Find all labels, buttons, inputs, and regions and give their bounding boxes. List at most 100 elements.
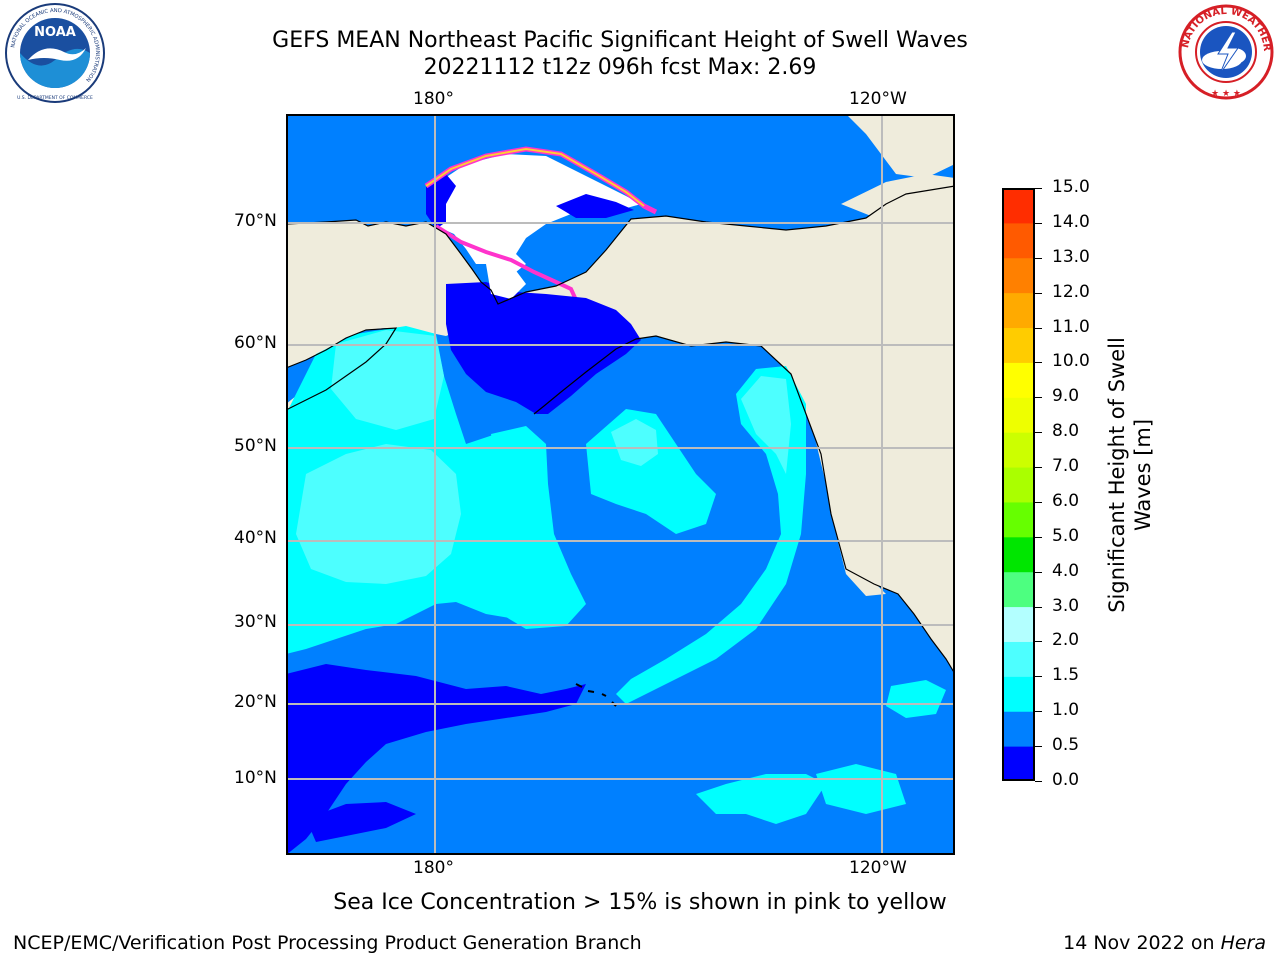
colorbar-segment: [1002, 327, 1035, 363]
cyan-south-east2: [816, 764, 906, 814]
colorbar-tick-label: 10.0: [1052, 351, 1090, 372]
colorbar-tick-label: 13.0: [1052, 246, 1090, 267]
colorbar-tick-label: 11.0: [1052, 316, 1090, 337]
colorbar-tick-label: 6.0: [1052, 490, 1080, 511]
colorbar-tick-label: 1.0: [1052, 700, 1080, 721]
colorbar-segment: [1002, 711, 1035, 747]
noaa-wordmark: NOAA: [34, 25, 76, 40]
footer-host: Hera: [1220, 932, 1266, 954]
dark-south-west: [286, 664, 586, 855]
footer-right: 14 Nov 2022 on Hera: [1063, 932, 1266, 954]
colorbar-tick-label: 2.0: [1052, 630, 1080, 651]
cyan-swell-arc-light: [741, 376, 791, 474]
sea-ice-caption: Sea Ice Concentration > 15% is shown in …: [333, 890, 947, 915]
lat-label-30n: 30°N: [234, 612, 277, 632]
cyan-top-15to2: [331, 330, 444, 430]
colorbar-segment: [1002, 432, 1035, 468]
lat-label-60n: 60°N: [234, 333, 277, 353]
colorbar-tick-mark: [1035, 188, 1042, 189]
chart-title-line2: 20221112 t12z 096h fcst Max: 2.69: [423, 55, 817, 80]
sea-ice-edge-bering: [434, 224, 578, 301]
colorbar-tick-label: 0.0: [1052, 770, 1080, 790]
colorbar-svg: [1002, 188, 1035, 782]
cyan-east-small: [886, 680, 946, 718]
cyan-north-blob-light: [611, 419, 658, 466]
lat-label-10n: 10°N: [234, 768, 277, 788]
cyan-swell-arc: [616, 366, 806, 704]
chart-title-line1: GEFS MEAN Northeast Pacific Significant …: [272, 28, 968, 53]
lat-label-40n: 40°N: [234, 528, 277, 548]
colorbar-tick-label: 15.0: [1052, 177, 1090, 197]
arctic-white: [426, 154, 641, 274]
cyan-mid-15to2: [296, 444, 461, 584]
colorbar-tick-label: 7.0: [1052, 456, 1080, 477]
cyan-south-east: [696, 774, 826, 824]
coastline-asia: [285, 327, 398, 411]
colorbar-tick-label: 0.5: [1052, 735, 1080, 756]
map-frame: [286, 114, 955, 855]
colorbar-tick-label: 5.0: [1052, 525, 1080, 546]
colorbar-segment: [1002, 188, 1035, 224]
graticule: [286, 114, 955, 855]
colorbar-tick-mark: [1035, 397, 1042, 399]
colorbar-segment: [1002, 571, 1035, 608]
noaa-bottom-text: U.S. DEPARTMENT OF COMMERCE: [17, 95, 93, 101]
footer-date: 14 Nov 2022 on: [1063, 932, 1221, 954]
colorbar-segment: [1002, 676, 1035, 712]
colorbar-label-line2: Waves [m]: [1131, 419, 1155, 531]
colorbar-tick-label: 4.0: [1052, 560, 1080, 581]
colorbar-tick-mark: [1035, 362, 1042, 364]
colorbar: [1002, 188, 1035, 782]
colorbar-tick-mark: [1035, 257, 1042, 259]
colorbar-tick-label: 8.0: [1052, 421, 1080, 442]
dark-south-band: [306, 802, 416, 842]
colorbar-segment: [1002, 501, 1035, 538]
land-bc-coast: [786, 346, 886, 596]
colorbar-segment: [1002, 467, 1035, 503]
colorbar-tick-label: 9.0: [1052, 386, 1080, 407]
colorbar-segment: [1002, 536, 1035, 573]
svg-text:★ ★ ★: ★ ★ ★: [1211, 89, 1241, 99]
arctic-blue-west: [426, 174, 456, 229]
colorbar-tick-label: 14.0: [1052, 211, 1090, 232]
colorbar-tick-mark: [1035, 327, 1042, 329]
bottom-lon-label-180: 180°: [413, 858, 454, 878]
top-lon-label-180: 180°: [413, 89, 454, 109]
map-canvas: [285, 114, 956, 855]
colorbar-tick-mark: [1035, 432, 1042, 434]
colorbar-tick-mark: [1035, 606, 1042, 608]
colorbar-tick-mark: [1035, 501, 1042, 503]
lat-label-50n: 50°N: [234, 436, 277, 456]
colorbar-segment: [1002, 397, 1035, 433]
footer-left: NCEP/EMC/Verification Post Processing Pr…: [13, 932, 642, 954]
bottom-lon-label-120w: 120°W: [849, 858, 907, 878]
colorbar-tick-label: 3.0: [1052, 595, 1080, 616]
hawaii-islands: [575, 683, 617, 707]
land-northamerica: [498, 186, 955, 674]
land-asia: [286, 220, 501, 368]
colorbar-label-line1: Significant Height of Swell: [1105, 337, 1129, 613]
colorbar-tick-label: 1.5: [1052, 665, 1080, 686]
colorbar-tick-mark: [1035, 641, 1042, 643]
colorbar-segment: [1002, 292, 1035, 329]
colorbar-tick-mark: [1035, 746, 1042, 748]
bering-low: [446, 282, 641, 414]
arctic-blue-east: [556, 194, 634, 218]
colorbar-segment: [1002, 641, 1035, 677]
colorbar-tick-mark: [1035, 571, 1042, 573]
colorbar-segment: [1002, 746, 1035, 782]
land-islands: [846, 114, 955, 178]
colorbar-segment: [1002, 222, 1035, 259]
pole-white-cut: [486, 264, 526, 299]
nws-logo: NATIONAL WEATHER SERVICE ★ ★ ★: [1172, 0, 1276, 100]
lat-label-20n: 20°N: [234, 692, 277, 712]
noaa-logo: NOAA NATIONAL OCEANIC AND ATMOSPHERIC AD…: [4, 2, 106, 104]
map-panel: [285, 114, 956, 855]
coastline-namerica: [533, 335, 956, 675]
colorbar-tick-mark: [1035, 676, 1042, 678]
colorbar-tick-mark: [1035, 536, 1042, 538]
cyan-central-lobe: [491, 426, 586, 629]
lat-label-70n: 70°N: [234, 211, 277, 231]
colorbar-tick-mark: [1035, 781, 1042, 782]
top-lon-label-120w: 120°W: [849, 89, 907, 109]
